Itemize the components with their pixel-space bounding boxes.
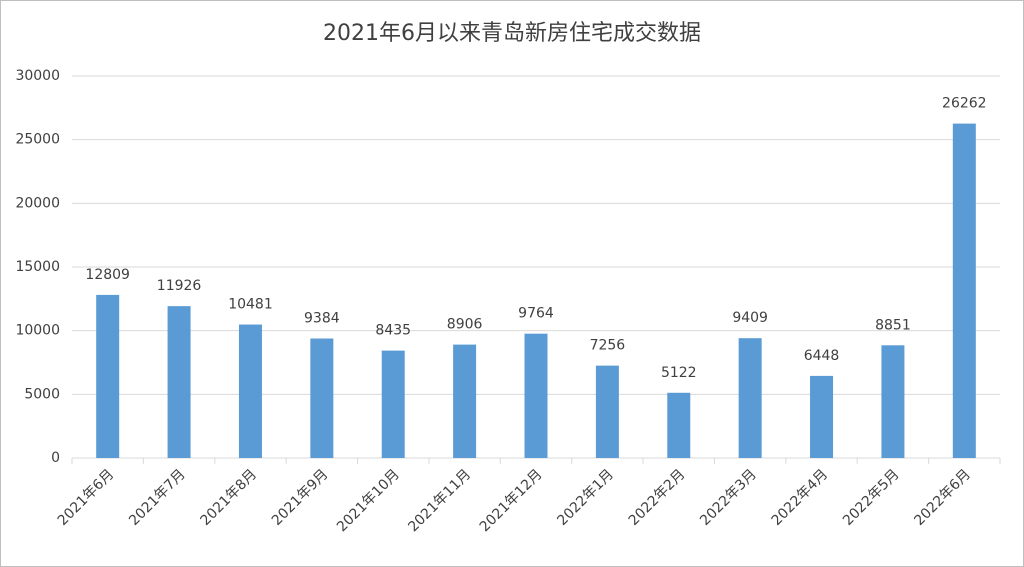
bar: [453, 344, 477, 458]
chart-title: 2021年6月以来青岛新房住宅成交数据: [323, 21, 701, 46]
bar: [810, 375, 834, 458]
data-label: 9384: [304, 311, 340, 327]
bar: [524, 333, 548, 458]
y-tick-label: 25000: [15, 132, 60, 148]
bar: [381, 350, 405, 458]
data-label: 9764: [518, 306, 554, 322]
bar: [238, 324, 262, 458]
data-label: 8435: [375, 323, 411, 339]
bar: [738, 338, 762, 458]
y-tick-label: 5000: [24, 386, 60, 402]
data-label: 8851: [875, 317, 911, 333]
y-tick-label: 20000: [15, 195, 60, 211]
data-label: 10481: [228, 297, 273, 313]
y-tick-label: 0: [51, 450, 60, 466]
data-label: 12809: [85, 267, 130, 283]
bar: [310, 338, 334, 458]
bar: [167, 306, 191, 458]
data-label: 9409: [732, 310, 768, 326]
data-label: 6448: [804, 348, 840, 364]
bar: [952, 123, 976, 458]
y-tick-label: 15000: [15, 259, 60, 275]
data-label: 26262: [942, 96, 987, 112]
bar: [595, 365, 619, 458]
data-label: 8906: [447, 317, 483, 333]
y-tick-label: 10000: [15, 323, 60, 339]
data-label: 5122: [661, 365, 697, 381]
bar: [667, 392, 691, 458]
data-label: 7256: [590, 338, 626, 354]
y-tick-label: 30000: [15, 68, 60, 84]
bar: [881, 345, 905, 458]
data-label: 11926: [157, 278, 202, 294]
bar: [96, 294, 120, 458]
